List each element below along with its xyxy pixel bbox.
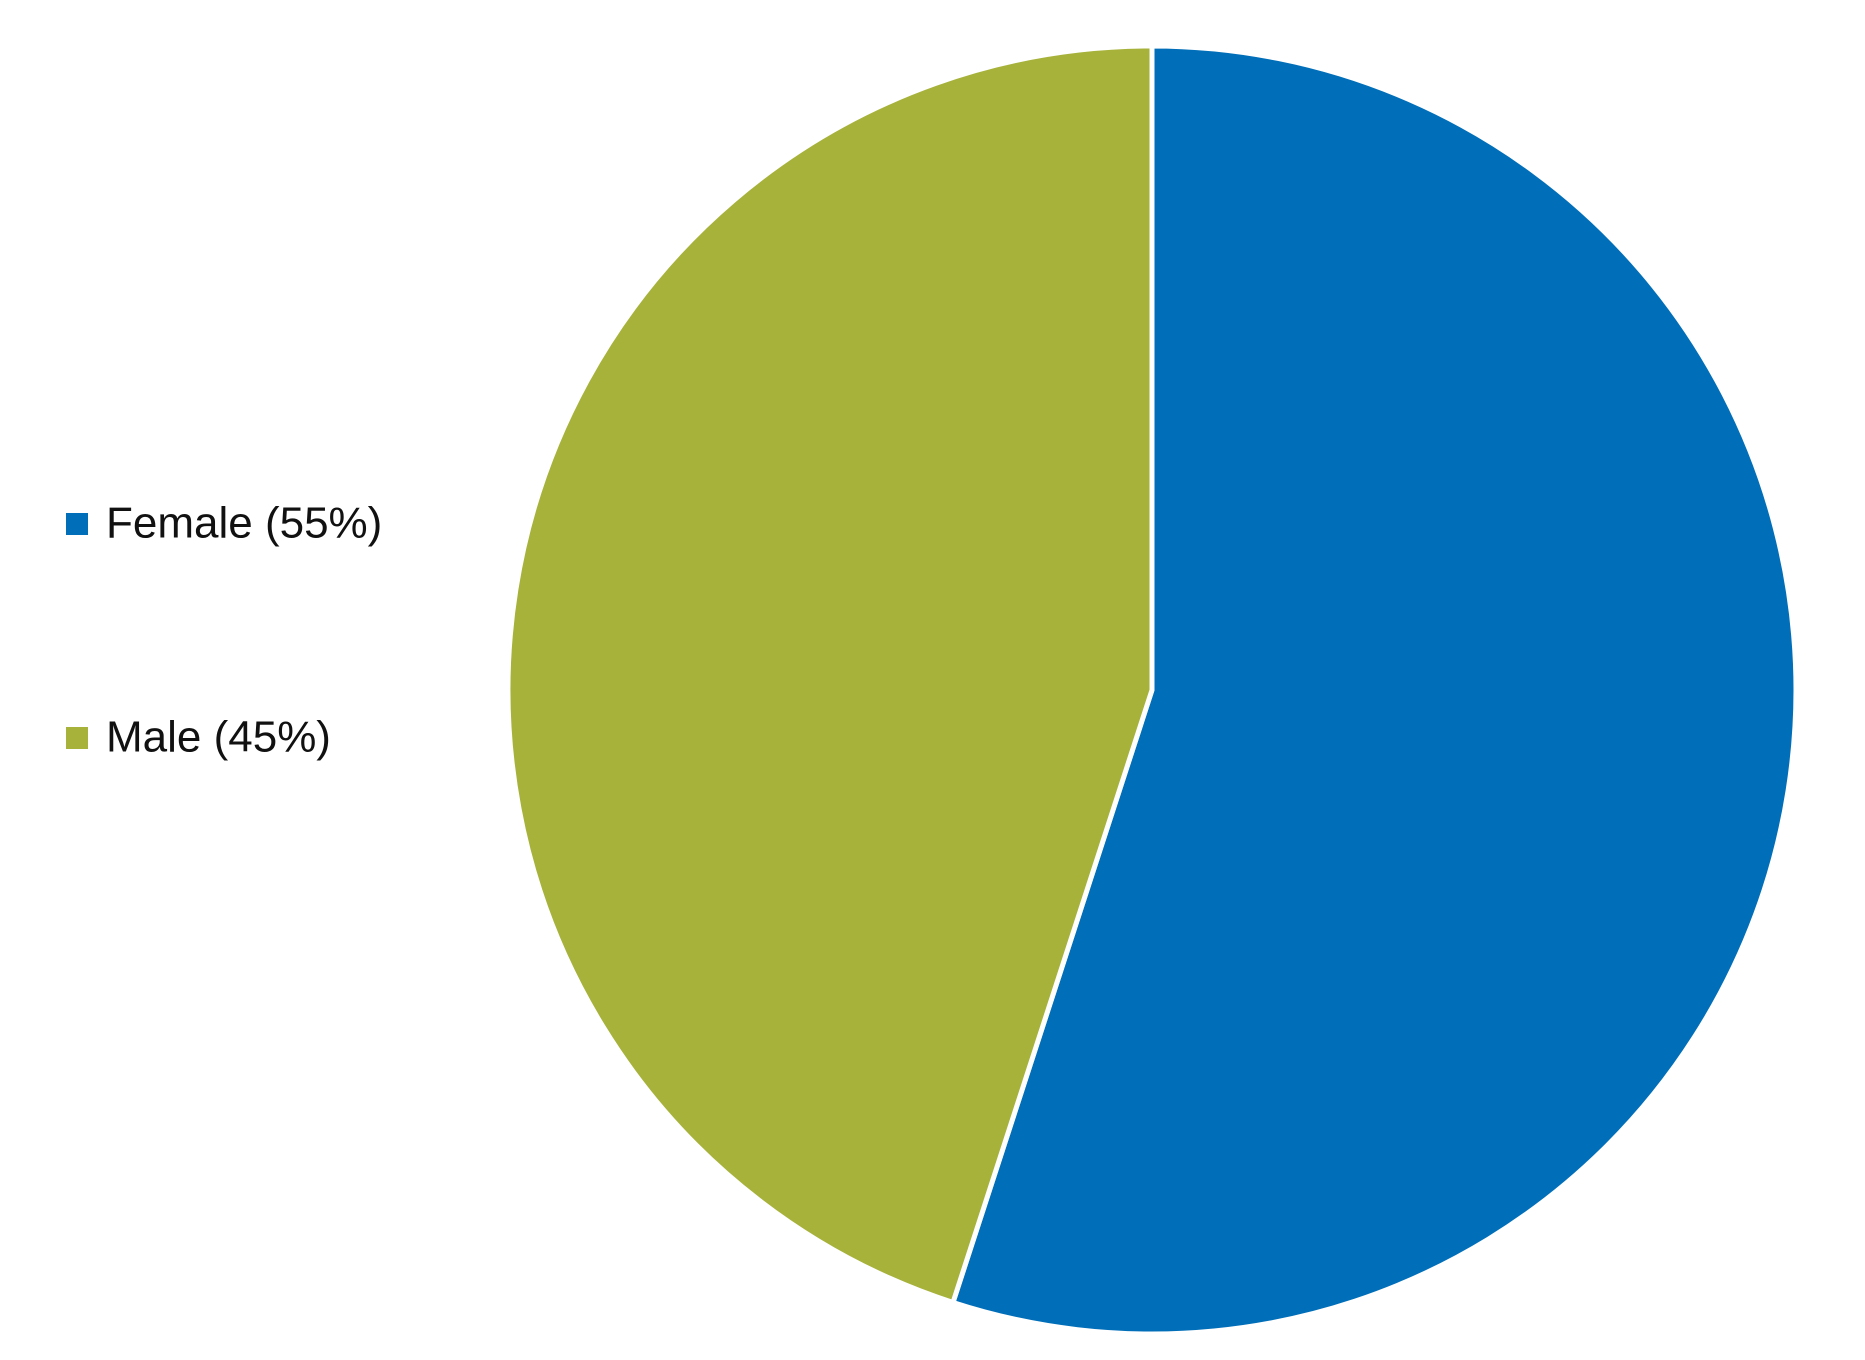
legend-label: Male (45%) [106, 713, 331, 762]
legend-swatch [66, 727, 88, 749]
legend-swatch [66, 513, 88, 535]
pie-slice [950, 43, 1799, 1337]
pie-slice [505, 43, 1155, 1305]
legend-label: Female (55%) [106, 499, 382, 548]
